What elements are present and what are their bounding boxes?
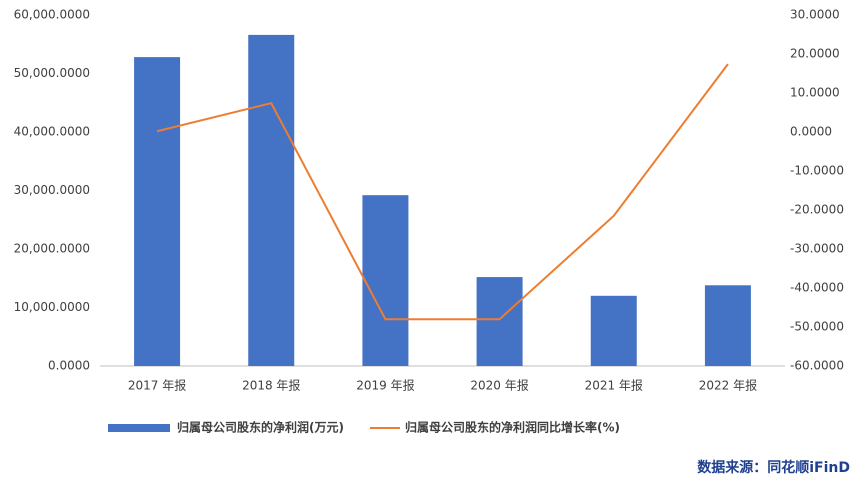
bar xyxy=(248,34,295,366)
x-tick-label: 2022 年报 xyxy=(699,378,757,393)
y2-tick-label: 0.0000 xyxy=(790,125,832,139)
y2-tick-label: -60.0000 xyxy=(790,359,844,373)
y2-tick-label: -30.0000 xyxy=(790,242,844,256)
bar xyxy=(590,295,637,366)
bar xyxy=(362,195,409,366)
x-tick-label: 2017 年报 xyxy=(128,378,186,393)
bar xyxy=(476,277,523,366)
x-tick-label: 2021 年报 xyxy=(585,378,643,393)
y2-tick-label: 20.0000 xyxy=(790,47,840,61)
y-tick-label: 10,000.0000 xyxy=(14,300,90,314)
y2-tick-label: 30.0000 xyxy=(790,8,840,22)
y-tick-label: 30,000.0000 xyxy=(14,183,90,197)
x-tick-label: 2018 年报 xyxy=(242,378,300,393)
legend-swatch xyxy=(108,424,170,432)
y2-tick-label: -20.0000 xyxy=(790,203,844,217)
y2-tick-label: 10.0000 xyxy=(790,86,840,100)
y-tick-label: 60,000.0000 xyxy=(14,8,90,22)
y2-tick-label: -40.0000 xyxy=(790,281,844,295)
y-tick-label: 0.0000 xyxy=(48,359,90,373)
legend-label: 归属母公司股东的净利润同比增长率(%) xyxy=(405,420,620,435)
bar xyxy=(704,285,751,366)
line xyxy=(156,63,729,321)
bar xyxy=(134,57,181,367)
y-tick-label: 50,000.0000 xyxy=(14,66,90,80)
x-tick-label: 2019 年报 xyxy=(356,378,414,393)
legend-label: 归属母公司股东的净利润(万元) xyxy=(177,420,344,435)
y-tick-label: 40,000.0000 xyxy=(14,125,90,139)
y2-tick-label: -10.0000 xyxy=(790,164,844,178)
x-tick-label: 2020 年报 xyxy=(470,378,528,393)
y2-tick-label: -50.0000 xyxy=(790,320,844,334)
source-note: 数据来源：同花顺iFinD xyxy=(697,459,850,476)
y-tick-label: 20,000.0000 xyxy=(14,242,90,256)
